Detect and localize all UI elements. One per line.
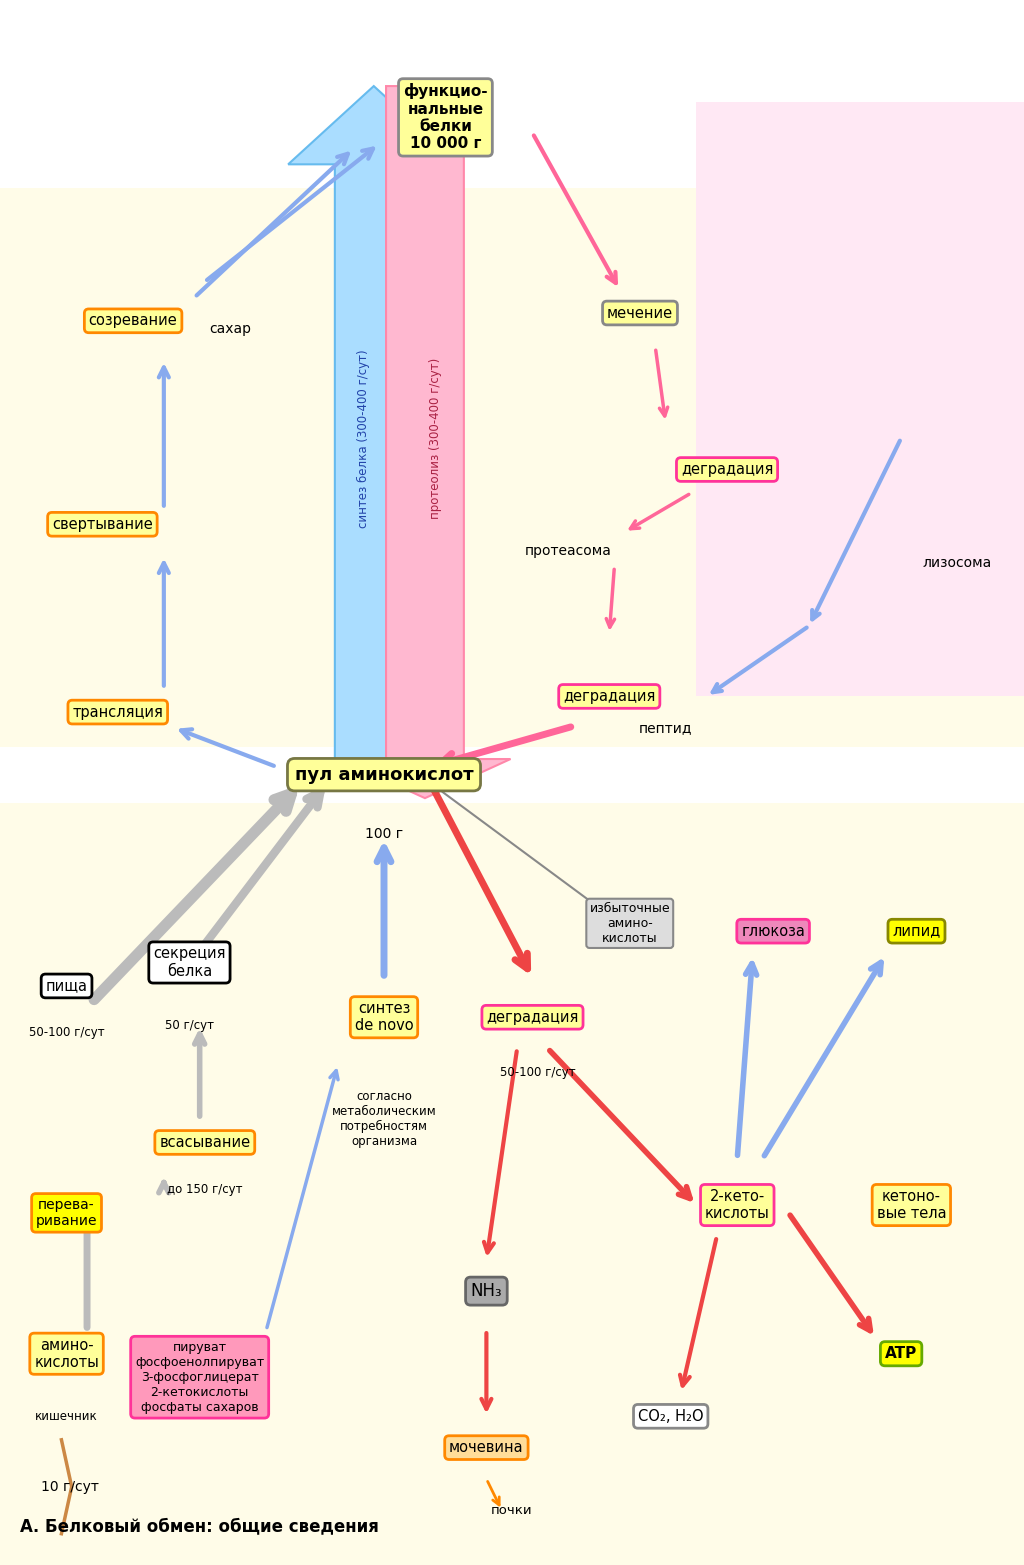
Text: глюкоза: глюкоза [741,923,805,939]
FancyBboxPatch shape [0,0,1024,188]
Text: пул аминокислот: пул аминокислот [295,765,473,784]
Text: деградация: деградация [486,1009,579,1025]
Text: мочевина: мочевина [450,1440,523,1455]
FancyBboxPatch shape [0,747,1024,803]
FancyBboxPatch shape [696,102,1024,696]
Text: свертывание: свертывание [52,516,153,532]
Text: протеасома: протеасома [525,545,611,557]
Text: амино-
кислоты: амино- кислоты [34,1338,99,1369]
Text: NH₃: NH₃ [471,1282,502,1301]
Text: протеолиз (300-400 г/сут): протеолиз (300-400 г/сут) [429,357,441,520]
Text: трансляция: трансляция [73,704,163,720]
Text: синтез белка (300-400 г/сут): синтез белка (300-400 г/сут) [357,349,370,527]
Text: CO₂, H₂O: CO₂, H₂O [638,1408,703,1424]
Text: 10 г/сут: 10 г/сут [41,1480,99,1493]
Polygon shape [339,86,511,798]
Text: деградация: деградация [681,462,773,477]
Text: кетоно-
вые тела: кетоно- вые тела [877,1189,946,1221]
Text: функцио-
нальные
белки
10 000 г: функцио- нальные белки 10 000 г [403,83,487,152]
Text: мечение: мечение [607,305,673,321]
Text: 100 г: 100 г [365,828,403,840]
Text: лизосома: лизосома [923,557,992,570]
Polygon shape [288,86,460,759]
Text: синтез
de novo: синтез de novo [354,1002,414,1033]
Text: пептид: пептид [639,721,692,734]
Text: всасывание: всасывание [160,1135,250,1150]
Text: избыточные
амино-
кислоты: избыточные амино- кислоты [590,901,670,945]
Text: деградация: деградация [563,689,655,704]
Text: ATP: ATP [885,1346,918,1362]
FancyBboxPatch shape [0,188,1024,775]
Text: кишечник: кишечник [35,1410,98,1423]
Text: пируват
фосфоенолпируват
3-фосфоглицерат
2-кетокислоты
фосфаты сахаров: пируват фосфоенолпируват 3-фосфоглицерат… [135,1341,264,1413]
FancyBboxPatch shape [0,775,1024,1565]
Text: согласно
метаболическим
потребностям
организма: согласно метаболическим потребностям орг… [332,1089,436,1149]
Text: до 150 г/сут: до 150 г/сут [167,1183,243,1196]
Text: пища: пища [45,978,88,994]
Text: 50 г/сут: 50 г/сут [165,1019,214,1031]
Text: А. Белковый обмен: общие сведения: А. Белковый обмен: общие сведения [20,1516,379,1535]
Text: созревание: созревание [89,313,177,329]
Text: сахар: сахар [209,322,252,335]
Text: 50-100 г/сут: 50-100 г/сут [29,1027,104,1039]
Text: почки: почки [492,1504,532,1516]
Text: перева-
ривание: перева- ривание [36,1197,97,1229]
Text: секреция
белка: секреция белка [154,947,225,978]
Text: 50-100 г/сут: 50-100 г/сут [500,1066,575,1078]
Text: 2-кето-
кислоты: 2-кето- кислоты [705,1189,770,1221]
Text: липид: липид [892,923,941,939]
